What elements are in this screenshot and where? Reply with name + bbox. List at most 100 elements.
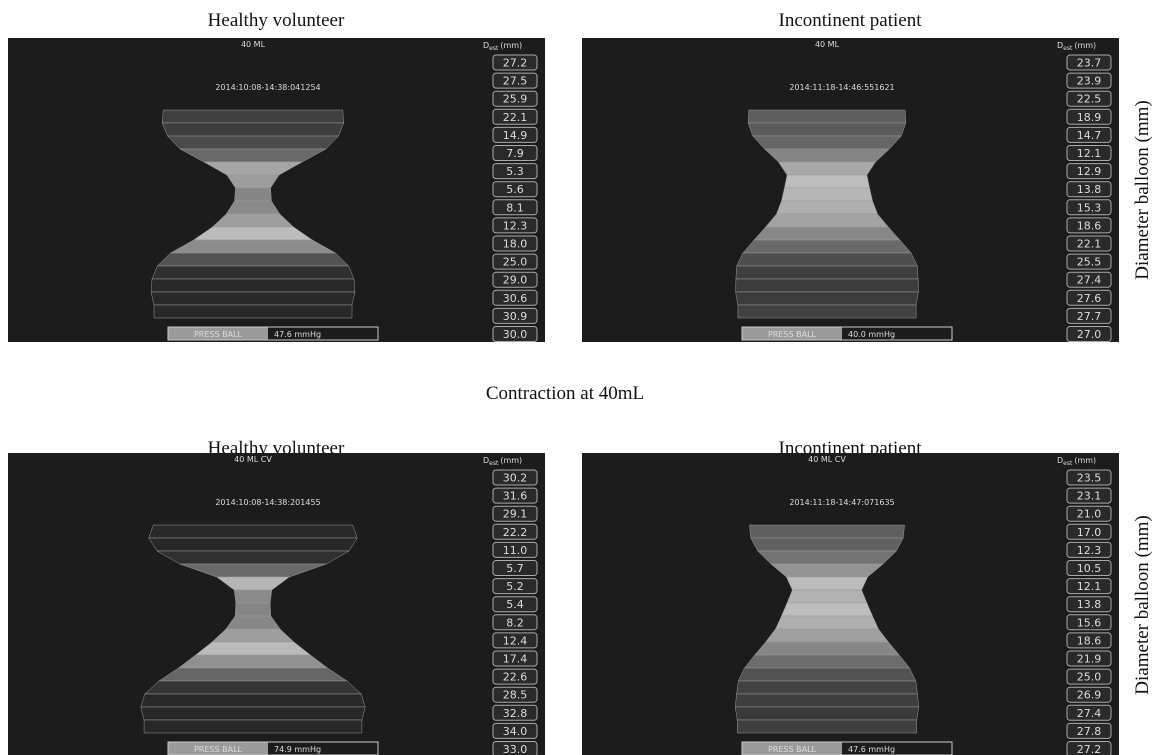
balloon-segment xyxy=(152,266,354,279)
diameter-value: 11.0 xyxy=(503,544,528,557)
diameter-value: 22.5 xyxy=(1077,93,1102,106)
side-label: Diameter balloon (mm) xyxy=(1132,100,1153,279)
balloon-segment xyxy=(162,110,344,123)
balloon-segment xyxy=(771,564,883,577)
diameter-value: 22.6 xyxy=(503,671,528,684)
figure: Contraction at 40mL Diameter balloon (mm… xyxy=(0,0,1158,755)
pressure-label: PRESS BALL xyxy=(768,745,817,754)
diameter-value: 33.0 xyxy=(503,743,528,755)
balloon-segment xyxy=(781,188,872,201)
balloon-segment xyxy=(141,694,365,707)
diameter-value: 29.1 xyxy=(503,508,528,521)
diameter-value: 21.9 xyxy=(1077,653,1102,666)
diameter-value: 13.8 xyxy=(1077,183,1102,196)
diameter-value: 27.2 xyxy=(1077,743,1102,755)
balloon-segment xyxy=(748,123,906,136)
diameter-value: 12.3 xyxy=(1077,544,1102,557)
diameter-value: 14.7 xyxy=(1077,129,1102,142)
diameter-value: 28.5 xyxy=(503,689,528,702)
diameter-value: 21.0 xyxy=(1077,508,1102,521)
balloon-segment xyxy=(178,655,327,668)
balloon-segment xyxy=(212,214,293,227)
diameter-value: 22.2 xyxy=(503,526,528,539)
panel-title: Healthy volunteer xyxy=(208,10,345,31)
unit-suffix: (mm) xyxy=(500,41,522,50)
pressure-value: 40.0 mmHg xyxy=(848,330,895,339)
diameter-value: 17.0 xyxy=(1077,526,1102,539)
diameter-value: 14.9 xyxy=(503,129,528,142)
diameter-value: 5.7 xyxy=(506,562,524,575)
timestamp: 2014:10:08-14:38:041254 xyxy=(215,83,320,92)
pressure-label: PRESS BALL xyxy=(768,330,817,339)
diameter-value: 12.9 xyxy=(1077,165,1102,178)
balloon-segment xyxy=(737,253,918,266)
pressure-value: 74.9 mmHg xyxy=(274,745,321,754)
balloon-segment xyxy=(737,720,917,733)
diameter-value: 15.6 xyxy=(1077,616,1102,629)
diameter-value: 27.2 xyxy=(503,57,528,70)
unit-subscript: est xyxy=(1063,45,1073,52)
diameter-value: 30.2 xyxy=(503,472,528,485)
diameter-value: 15.3 xyxy=(1077,201,1102,214)
diameter-value: 8.2 xyxy=(506,616,524,629)
balloon-segment xyxy=(226,201,279,214)
unit-subscript: est xyxy=(489,45,499,52)
balloon-segment xyxy=(751,538,903,551)
diameter-value: 34.0 xyxy=(503,725,528,738)
side-label: Diameter balloon (mm) xyxy=(1132,515,1153,694)
balloon-segment xyxy=(765,149,890,162)
balloon-segment xyxy=(145,681,361,694)
diameter-value: 31.6 xyxy=(503,490,528,503)
unit-suffix: (mm) xyxy=(500,456,522,465)
balloon-segment xyxy=(738,668,916,681)
balloon-segment xyxy=(235,603,271,616)
diameter-value: 5.6 xyxy=(506,183,524,196)
balloon-segment xyxy=(737,681,918,694)
balloon-segment xyxy=(735,694,918,707)
balloon-segment xyxy=(781,603,872,616)
volume-header: 40 ML CV xyxy=(234,455,272,464)
diameter-value: 27.7 xyxy=(1077,310,1102,323)
unit-subscript: est xyxy=(489,460,499,467)
balloon-segment xyxy=(196,642,311,655)
balloon-segment xyxy=(149,538,358,551)
panel-title: Incontinent patient xyxy=(779,10,923,31)
diameter-value: 12.1 xyxy=(1077,580,1102,593)
panel: 40 ML CV2014:10:08-14:38:201455Dest(mm)3… xyxy=(8,453,545,755)
balloon-segment xyxy=(736,266,918,279)
balloon-segment xyxy=(162,123,344,136)
diameter-value: 13.8 xyxy=(1077,598,1102,611)
panel: 40 ML2014:10:08-14:38:041254Dest(mm)27.2… xyxy=(8,38,545,342)
balloon-segment xyxy=(151,279,355,292)
diameter-value: 30.9 xyxy=(503,310,528,323)
balloon-segment xyxy=(157,253,348,266)
caption: Contraction at 40mL xyxy=(486,383,644,404)
balloon-segment xyxy=(154,305,352,318)
diameter-value: 23.5 xyxy=(1077,472,1102,485)
diameter-value: 18.6 xyxy=(1077,634,1102,647)
balloon-segment xyxy=(736,279,919,292)
pressure-value: 47.6 mmHg xyxy=(274,330,321,339)
diameter-value: 32.8 xyxy=(503,707,528,720)
pressure-value: 47.6 mmHg xyxy=(848,745,895,754)
balloon-segment xyxy=(141,707,365,720)
diameter-value: 22.1 xyxy=(503,111,528,124)
pressure-label: PRESS BALL xyxy=(194,745,243,754)
diameter-value: 25.5 xyxy=(1077,256,1102,269)
diameter-value: 25.0 xyxy=(503,256,528,269)
diameter-value: 8.1 xyxy=(506,201,524,214)
balloon-segment xyxy=(227,175,279,188)
balloon-segment xyxy=(226,616,280,629)
diameter-value: 30.0 xyxy=(503,328,528,341)
balloon-segment xyxy=(743,240,911,253)
pressure-label: PRESS BALL xyxy=(194,330,243,339)
timestamp: 2014:11:18-14:46:551621 xyxy=(789,83,894,92)
balloon-segment xyxy=(766,629,889,642)
balloon-segment xyxy=(778,162,875,175)
diameter-value: 22.1 xyxy=(1077,238,1102,251)
balloon-segment xyxy=(787,590,867,603)
balloon-segment xyxy=(235,188,272,201)
balloon-segment xyxy=(151,292,355,305)
diameter-value: 27.5 xyxy=(503,75,528,88)
diameter-value: 7.9 xyxy=(506,147,524,160)
